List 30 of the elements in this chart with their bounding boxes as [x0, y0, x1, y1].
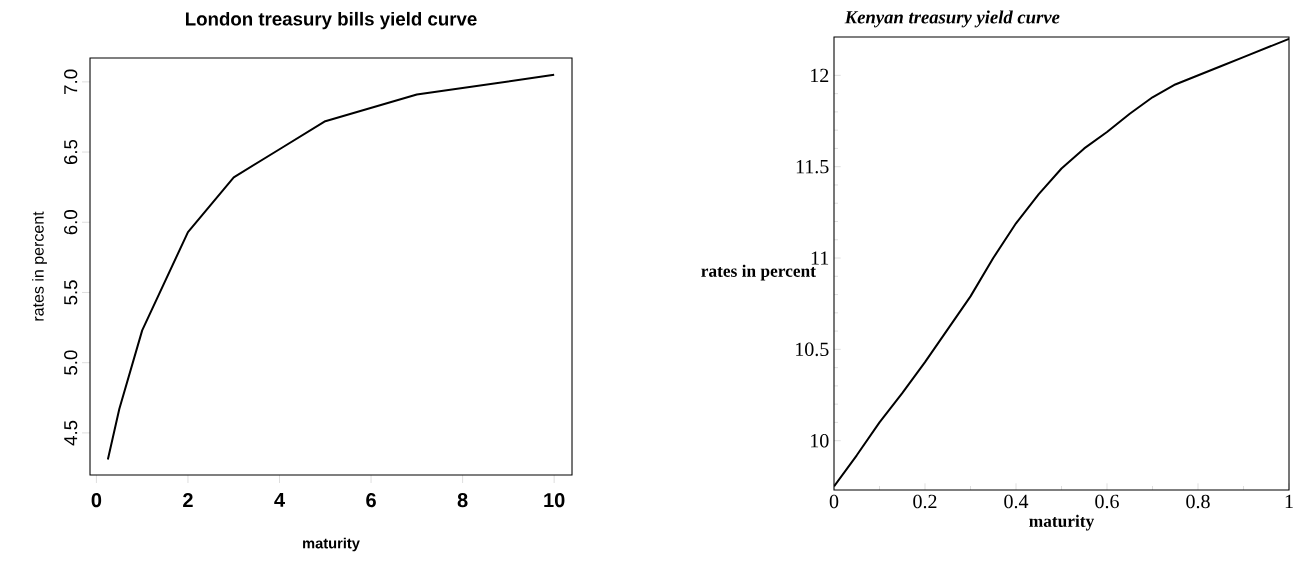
x-tick-label: 0.2: [913, 494, 937, 509]
y-tick-label: 5.5: [64, 280, 78, 305]
x-tick-label: 2: [183, 493, 193, 508]
y-tick-label: 11.5: [796, 159, 829, 174]
y-tick-label: 6.0: [64, 210, 78, 235]
x-tick-label: 0.8: [1186, 494, 1210, 509]
x-tick-label: 4: [274, 493, 285, 507]
x-tick-label: 10: [544, 493, 565, 508]
y-tick-label: 10.5: [796, 342, 829, 357]
x-tick-label: 8: [457, 493, 468, 508]
x-tick-label: 0.4: [1004, 494, 1029, 509]
x-tick-label: 0: [829, 494, 839, 509]
line-series: [106, 73, 556, 461]
y-tick-label: 10: [811, 433, 829, 448]
y-axis-title: rates in percent: [32, 211, 47, 321]
x-tick-label: 1: [1285, 494, 1293, 508]
y-tick-label: 12: [811, 68, 829, 82]
y-tick-label: 5.0: [64, 350, 78, 375]
x-tick-label: 0.6: [1095, 494, 1119, 509]
y-tick-label: 4.5: [64, 420, 78, 446]
x-tick-label: 0: [91, 493, 102, 508]
y-tick-label: 11: [811, 251, 829, 265]
chart-title: Kenyan treasury yield curve: [844, 10, 1060, 28]
chart-title: London treasury bills yield curve: [186, 11, 477, 30]
y-axis-title: rates in percent: [701, 264, 816, 281]
y-tick-label: 7.0: [64, 69, 78, 94]
x-axis-title: maturity: [303, 537, 360, 552]
y-tick-label: 6.5: [64, 139, 78, 165]
x-tick-label: 6: [366, 493, 376, 508]
x-axis-title: maturity: [1029, 514, 1095, 531]
